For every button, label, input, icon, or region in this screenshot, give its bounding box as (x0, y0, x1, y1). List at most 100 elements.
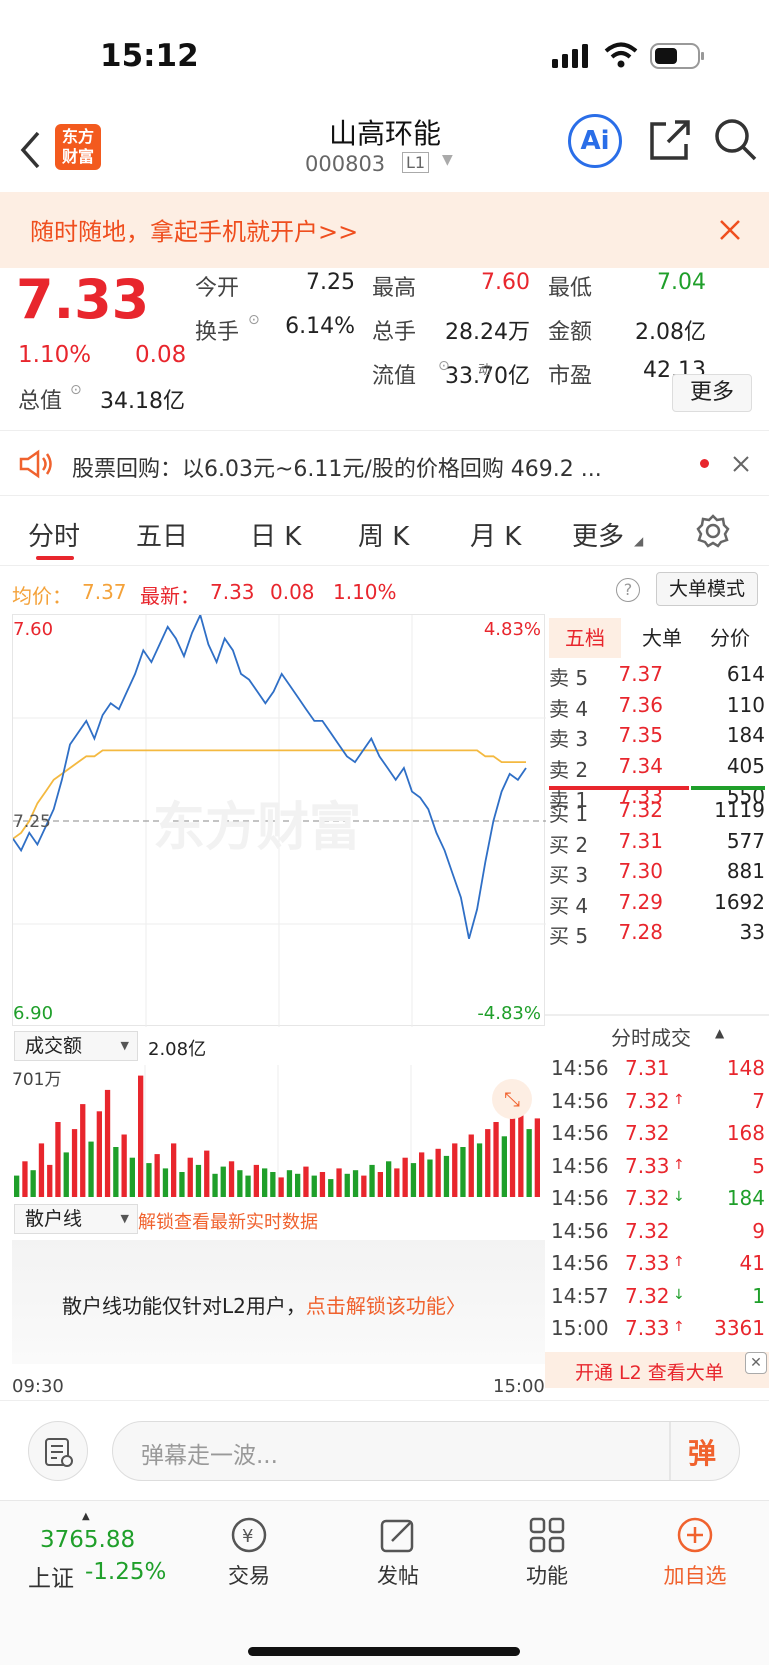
help-icon[interactable]: ? (616, 578, 640, 602)
y-axis-mid: 7.25 (13, 812, 51, 832)
bid-price: 7.28 (618, 920, 663, 944)
tick-volume: 184 (726, 1186, 765, 1210)
search-icon[interactable] (712, 116, 760, 164)
tick-row: 14:56 7.33 ↑ 5 (545, 1154, 769, 1184)
sort-icon[interactable]: ▲ (715, 1026, 725, 1040)
nav-trade[interactable]: ¥ 交易 (194, 1515, 304, 1590)
volume-bar (344, 1173, 350, 1197)
tab-monthly-k[interactable]: 月 K (470, 522, 522, 552)
ask-price: 7.34 (618, 753, 663, 778)
retail-unlock-link[interactable]: 点击解锁该功能〉 (305, 1294, 466, 1318)
close-icon[interactable]: ✕ (745, 1352, 767, 1374)
stat-label-total-value: 总值 (18, 389, 63, 414)
stat-label: 市盈 (548, 364, 593, 389)
volume-bar (30, 1170, 36, 1197)
tick-volume: 9 (752, 1218, 765, 1243)
tab-weekly-k[interactable]: 周 K (358, 522, 410, 552)
settings-icon[interactable] (696, 514, 730, 548)
volume-bar (162, 1168, 169, 1197)
tick-row: 14:56 7.33 ↑ 41 (545, 1251, 769, 1281)
stat-value: 28.24万 (445, 320, 530, 345)
stock-code: 000803 (305, 152, 386, 176)
volume-bar (526, 1129, 532, 1197)
ticks-title: 分时成交 (611, 1026, 691, 1050)
code-dropdown-icon[interactable]: ▼ (442, 152, 453, 168)
volume-bar (311, 1175, 317, 1197)
level-badge[interactable]: L1 (402, 152, 430, 173)
danmaku-input[interactable]: 弹幕走一波... 弹 (112, 1421, 740, 1481)
danmaku-send-button[interactable]: 弹 (688, 1437, 717, 1470)
volume-bar (104, 1089, 111, 1197)
tab-intraday[interactable]: 分时 (28, 522, 81, 552)
tab-daily-k[interactable]: 日 K (250, 522, 302, 552)
volume-bar (493, 1122, 499, 1197)
notice-bar[interactable]: 股票回购：以6.03元~6.11元/股的价格回购 469.2 ... (0, 430, 769, 496)
volume-bar (14, 1175, 20, 1197)
y-axis-pct-low: -4.83% (477, 1003, 541, 1024)
tab-price-dist[interactable]: 分价 (710, 626, 750, 650)
info-icon[interactable]: ⊙ (248, 312, 260, 328)
stat-label: 金额 (548, 320, 593, 345)
bid-level: 买 4 (549, 893, 589, 918)
retail-selector[interactable]: 散户线 ▼ (14, 1204, 138, 1234)
speaker-icon (19, 449, 52, 479)
open-account-banner[interactable]: 随时随地，拿起手机就开户>> (0, 192, 769, 268)
volume-bar (485, 1129, 491, 1197)
price-line (12, 612, 527, 939)
back-icon[interactable] (18, 130, 42, 170)
nav-add-watchlist[interactable]: 加自选 (640, 1515, 750, 1590)
big-order-mode-button[interactable]: 大单模式 (656, 572, 758, 606)
info-icon[interactable]: ⊙ (70, 382, 82, 398)
tab-indicator (36, 556, 74, 560)
tab-more[interactable]: 更多 (572, 522, 625, 552)
volume-selector[interactable]: 成交额 ▼ (14, 1031, 138, 1061)
stat-label: 流值 (372, 364, 417, 389)
tick-list[interactable]: 分时成交 ▲ 14:56 7.31 148 14:56 7.32 ↑ 7 14:56 7.32 1… (545, 1014, 769, 1388)
latest-percent: 1.10% (333, 580, 397, 604)
volume-bar (468, 1134, 474, 1197)
expand-icon[interactable]: ⤡ (492, 1079, 532, 1119)
tab-big-order[interactable]: 大单 (642, 626, 682, 650)
tick-price: 7.33 (625, 1251, 670, 1275)
more-button[interactable]: 更多 (672, 374, 752, 412)
volume-bar (303, 1166, 309, 1197)
unlock-link[interactable]: 解锁查看最新实时数据 (138, 1212, 318, 1233)
close-icon[interactable] (718, 218, 742, 242)
tab-level5[interactable]: 五档 (549, 618, 621, 658)
tick-direction: ↓ (673, 1286, 685, 1303)
tick-price: 7.33 (625, 1153, 670, 1178)
tick-direction: ↑ (673, 1156, 685, 1173)
order-book: 五档 大单 分价 卖 5 7.37 614 卖 4 7.36 110 卖 3 7.35 184 卖… (545, 614, 769, 1014)
bid-ratio-bar (691, 786, 765, 790)
post-icon (380, 1519, 414, 1553)
close-icon[interactable] (732, 455, 750, 473)
volume-bar (55, 1122, 61, 1197)
tab-five-day[interactable]: 五日 (136, 522, 189, 552)
share-icon[interactable] (648, 118, 692, 162)
wifi-icon (604, 42, 638, 68)
volume-bar (427, 1159, 433, 1197)
index-value[interactable]: 3765.88 (40, 1527, 136, 1553)
index-arrow-icon: ▲ (82, 1511, 90, 1522)
tick-volume: 168 (726, 1121, 765, 1145)
intraday-chart[interactable]: 东方财富 7.60 7.25 6.90 4.83% -4.83% (12, 612, 546, 1027)
change-amount: 0.08 (135, 342, 187, 368)
volume-bar (369, 1164, 375, 1197)
tick-direction: ↑ (673, 1091, 685, 1108)
stat-value: 7.25 (306, 270, 355, 295)
bid-level: 买 1 (549, 802, 589, 826)
nav-post[interactable]: 发帖 (343, 1515, 453, 1590)
danmaku-settings-icon[interactable] (28, 1421, 88, 1481)
tick-price: 7.32 (625, 1283, 670, 1308)
unread-dot (700, 459, 709, 468)
volume-bar (295, 1173, 301, 1197)
ai-button[interactable]: Ai (568, 114, 622, 168)
tick-price: 7.32 (625, 1186, 670, 1210)
nav-functions[interactable]: 功能 (492, 1515, 602, 1590)
l2-promo[interactable]: 开通 L2 查看大单 ✕ (545, 1352, 769, 1388)
tick-direction: ↑ (673, 1254, 685, 1270)
volume-bar (179, 1172, 185, 1197)
volume-bar (212, 1173, 218, 1197)
volume-bar (220, 1166, 226, 1197)
info-icon[interactable]: ⊙ (438, 358, 450, 374)
